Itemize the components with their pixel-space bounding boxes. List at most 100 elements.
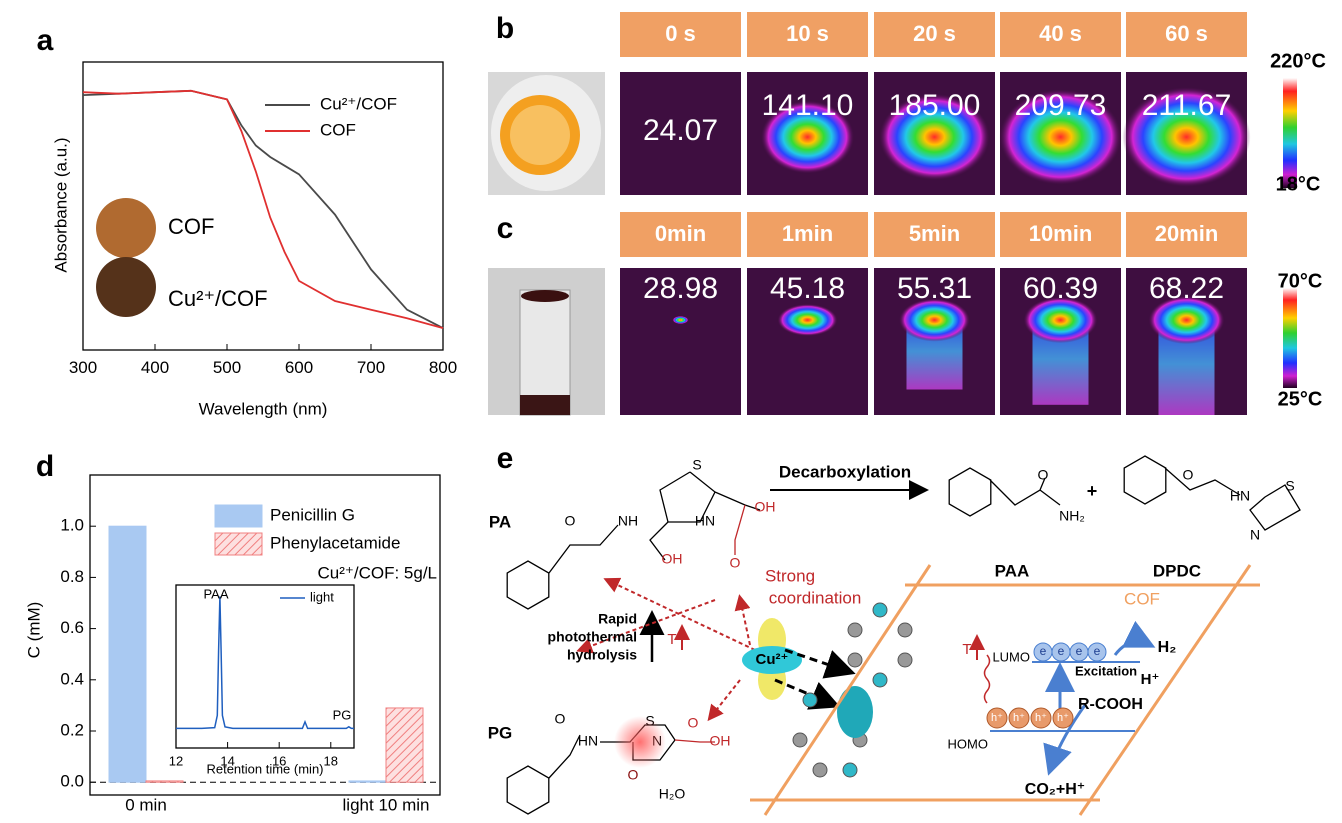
scheme-label: h⁺ (1013, 712, 1025, 724)
atom-label: HN (1230, 488, 1250, 504)
y-tick-label: 0.0 (60, 772, 84, 791)
inset-label: COF (168, 214, 214, 239)
plot-frame (175, 584, 355, 749)
y-axis-title: Absorbance (a.u.) (51, 137, 70, 272)
x-axis-title: Retention time (min) (206, 761, 323, 776)
plot-frame (89, 474, 441, 796)
x-tick-label: 16 (272, 754, 286, 769)
panel-label: d (36, 450, 54, 483)
scheme-label: CO₂+H⁺ (1025, 781, 1085, 798)
heat-spot (879, 93, 990, 181)
time-header (747, 212, 868, 257)
heat-spot (777, 304, 838, 336)
bond (714, 491, 761, 511)
scheme-label: photothermal (548, 629, 637, 645)
scheme-label: Cu²⁺ (756, 651, 789, 668)
photo-b (488, 72, 605, 195)
scheme-label: LUMO (992, 649, 1030, 664)
scheme-label: HOMO (948, 736, 988, 751)
atom-label: O (1038, 467, 1049, 483)
legend-swatch (214, 532, 263, 556)
coordination-arrow (603, 577, 756, 651)
time-header (620, 12, 741, 57)
atom-label: O (555, 711, 566, 727)
atom-label: O (730, 555, 741, 571)
time-label: 1min (782, 221, 833, 246)
benzene-ring (506, 765, 550, 815)
bond (548, 524, 619, 574)
thermal-wave (983, 654, 991, 704)
panel-label: b (496, 12, 514, 45)
scheme-label: Decarboxylation (779, 462, 911, 481)
y-tick-label: 0.6 (60, 618, 84, 637)
scheme-label: R-COOH (1078, 696, 1143, 713)
benzene-ring (948, 467, 992, 517)
bar (108, 525, 147, 783)
temperature-reading: 211.67 (1142, 89, 1232, 122)
x-axis-title: Wavelength (nm) (199, 399, 328, 418)
bar (348, 780, 387, 783)
line-series (176, 596, 354, 730)
heat-spot (1148, 296, 1225, 344)
heat-spot (760, 100, 855, 174)
x-tick-label: light 10 min (343, 795, 430, 814)
annotation: Cu²⁺/COF: 5g/L (317, 563, 437, 582)
atom-ball (842, 762, 858, 778)
colorbar (1283, 78, 1297, 188)
scheme-label: H₂O (659, 786, 686, 802)
bond (548, 734, 581, 779)
x-tick-label: 300 (69, 358, 97, 377)
hole (1052, 707, 1074, 729)
time-label: 0 s (665, 21, 696, 46)
atom-label: NH₂ (1059, 508, 1085, 524)
sample-photo (96, 198, 156, 258)
atom-ball (872, 602, 888, 618)
atom-ball (897, 652, 913, 668)
atom-ball (872, 672, 888, 688)
scheme-label: T (667, 631, 676, 648)
atom-ball (847, 652, 863, 668)
panel-label: a (37, 24, 54, 57)
cof-frame (1078, 564, 1252, 816)
scheme-label: H₂ (1158, 639, 1177, 656)
scheme-label: coordination (769, 588, 862, 607)
atom-label: S (1285, 478, 1294, 494)
colorbar-max: 220°C (1270, 50, 1326, 72)
scheme-label: h⁺ (991, 712, 1003, 724)
atom-label: NH (618, 513, 638, 529)
inset-bg (176, 585, 354, 748)
peak-label: PG (333, 707, 352, 722)
atom-label: N (1250, 527, 1260, 543)
x-tick-label: 500 (213, 358, 241, 377)
bond (659, 471, 716, 523)
panel-label: c (497, 212, 514, 245)
sample-photo (96, 257, 156, 317)
peak-label: PAA (203, 586, 228, 601)
time-header (747, 12, 868, 57)
benzene-ring (506, 560, 550, 610)
hole (1008, 707, 1030, 729)
temperature-reading: 28.98 (643, 272, 718, 305)
coordination-arrow (734, 594, 751, 646)
legend-label: COF (320, 120, 356, 139)
temperature-reading: 209.73 (1015, 89, 1107, 122)
time-label: 20 s (913, 21, 956, 46)
scheme-label: Strong (765, 566, 815, 585)
scheme-label: h⁺ (1057, 712, 1069, 724)
temperature-reading: 141.10 (762, 89, 854, 122)
scheme-label: Excitation (1075, 663, 1137, 678)
atom-ball (897, 622, 913, 638)
time-header (874, 212, 995, 257)
atom-label: HN (695, 513, 715, 529)
panel-label: e (497, 442, 514, 475)
scheme-label: PA (489, 512, 511, 531)
heat-spot (999, 89, 1122, 185)
temperature-reading: 55.31 (897, 272, 972, 305)
coordination-arrow (576, 599, 716, 654)
bond (734, 504, 746, 555)
legend-label: Penicillin G (270, 505, 355, 524)
reduction-arrow (1113, 620, 1156, 656)
thermal-image (620, 268, 741, 415)
time-label: 10min (1029, 221, 1093, 246)
